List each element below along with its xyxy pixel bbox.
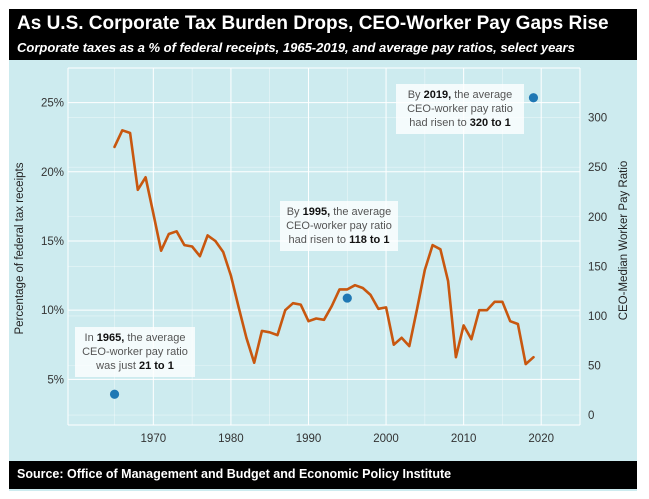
y2-tick-label: 300 [588, 113, 607, 125]
annotation-line: had risen to 118 to 1 [289, 234, 390, 246]
y-tick-label: 15% [41, 236, 64, 248]
x-tick-label: 1990 [296, 433, 322, 445]
annotation-line: was just 21 to 1 [95, 360, 174, 372]
annotation-line: In 1965, the average [85, 332, 186, 344]
tax-share-line [113, 129, 535, 366]
annotation-box [396, 84, 524, 134]
x-tick-label: 2010 [451, 433, 477, 445]
x-tick-label: 2000 [373, 433, 399, 445]
y2-tick-label: 200 [588, 212, 607, 224]
annotation: By 2019, the average CEO-worker pay ratio… [396, 84, 524, 134]
y2-tick-label: 0 [588, 410, 594, 422]
chart-subtitle: Corporate taxes as a % of federal receip… [17, 40, 575, 55]
annotation-line: had risen to 320 to 1 [409, 117, 511, 129]
annotation-line: By 1995, the average [287, 206, 392, 218]
x-tick-label: 1980 [218, 433, 244, 445]
annotation-line: CEO-worker pay ratio [407, 103, 513, 115]
source-note: Source: Office of Management and Budget … [17, 467, 452, 481]
y-tick-label: 25% [41, 98, 64, 110]
annotation-line: By 2019, the average [408, 89, 513, 101]
y2-axis-label: CEO-Median Worker Pay Ratio [618, 161, 630, 321]
annotation-box [280, 201, 398, 251]
x-tick-label: 1970 [141, 433, 167, 445]
chart-header: As U.S. Corporate Tax Burden Drops, CEO-… [9, 9, 637, 60]
annotation-box [75, 327, 195, 377]
x-tick-label: 2020 [528, 433, 554, 445]
annotation-line: CEO-worker pay ratio [286, 220, 392, 232]
chart-title: As U.S. Corporate Tax Burden Drops, CEO-… [17, 13, 609, 34]
pay-ratio-point [528, 93, 539, 103]
y-axis-label: Percentage of federal tax receipts [14, 162, 26, 334]
annotation-line: CEO-worker pay ratio [82, 346, 188, 358]
y-tick-label: 10% [41, 305, 64, 317]
annotation: By 1995, the average CEO-worker pay ratio… [280, 201, 398, 251]
y2-tick-label: 50 [588, 361, 601, 373]
annotation: In 1965, the average CEO-worker pay ratio… [75, 327, 195, 377]
y2-tick-label: 250 [588, 162, 607, 174]
y2-tick-label: 150 [588, 261, 607, 273]
y-tick-label: 5% [47, 374, 64, 386]
chart-footer: Source: Office of Management and Budget … [9, 461, 637, 489]
y2-tick-label: 100 [588, 311, 607, 323]
pay-ratio-point [342, 293, 352, 303]
y-tick-label: 20% [41, 167, 64, 179]
pay-ratio-point [109, 389, 120, 399]
